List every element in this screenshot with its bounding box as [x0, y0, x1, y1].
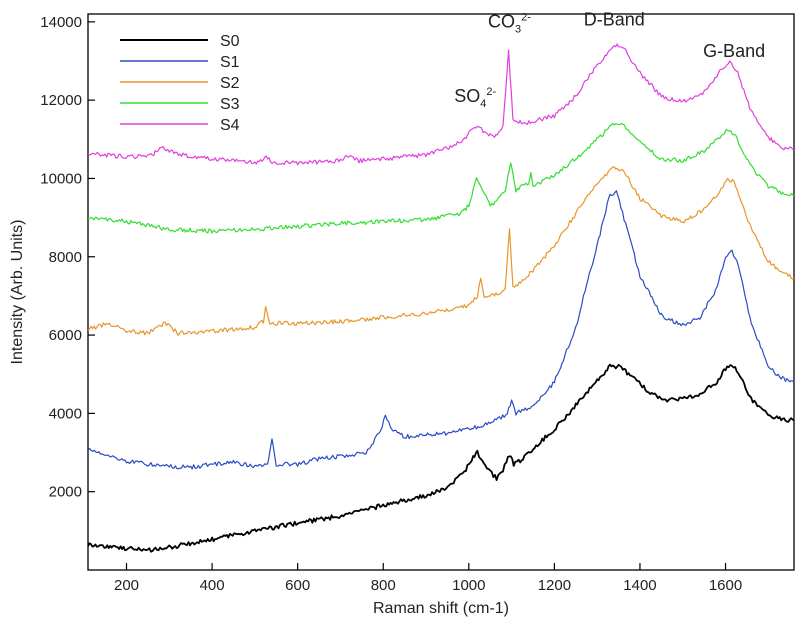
plot-area [87, 13, 795, 571]
x-tick-label: 200 [114, 577, 139, 594]
x-tick-label: 600 [285, 577, 310, 594]
y-tick-label: 2000 [49, 484, 82, 501]
legend-label-s3: S3 [220, 96, 240, 113]
legend-label-s0: S0 [220, 33, 240, 50]
y-tick-label: 12000 [40, 92, 82, 109]
peak-annotation: CO32- [488, 12, 531, 36]
y-tick-label: 6000 [49, 327, 82, 344]
y-tick-label: 8000 [49, 249, 82, 266]
x-tick-label: 1600 [709, 577, 742, 594]
x-tick-label: 1400 [623, 577, 656, 594]
series-line-s1 [87, 190, 795, 470]
legend: S0 S1 S2 S3 S4 [120, 33, 240, 134]
peak-annotation: SO42- [454, 86, 496, 110]
x-tick-label: 1200 [538, 577, 571, 594]
peak-annotation: G-Band [703, 41, 765, 61]
y-tick-label: 14000 [40, 14, 82, 31]
x-tick-label: 400 [200, 577, 225, 594]
legend-label-s4: S4 [220, 117, 240, 134]
series-layer [87, 43, 795, 553]
series-line-s4 [87, 43, 794, 166]
series-line-s0 [87, 363, 795, 553]
y-tick-label: 10000 [40, 170, 82, 187]
peak-annotation: D-Band [584, 10, 645, 30]
x-axis-title: Raman shift (cm-1) [373, 600, 509, 617]
series-line-s2 [87, 166, 795, 336]
plot-frame [87, 13, 795, 571]
y-axis-title: Intensity (Arb. Units) [9, 220, 26, 365]
x-axis-ticks: 200 400 600 800 1000 1200 1400 1600 [114, 563, 742, 594]
series-line-s3 [87, 122, 795, 234]
x-tick-label: 800 [371, 577, 396, 594]
x-tick-label: 1000 [452, 577, 485, 594]
y-tick-label: 4000 [49, 405, 82, 422]
y-axis-ticks: 2000 4000 6000 8000 10000 12000 14000 [40, 14, 95, 501]
peak-annotations: SO42- CO32- D-Band G-Band [454, 10, 765, 110]
legend-label-s2: S2 [220, 75, 240, 92]
legend-label-s1: S1 [220, 54, 240, 71]
